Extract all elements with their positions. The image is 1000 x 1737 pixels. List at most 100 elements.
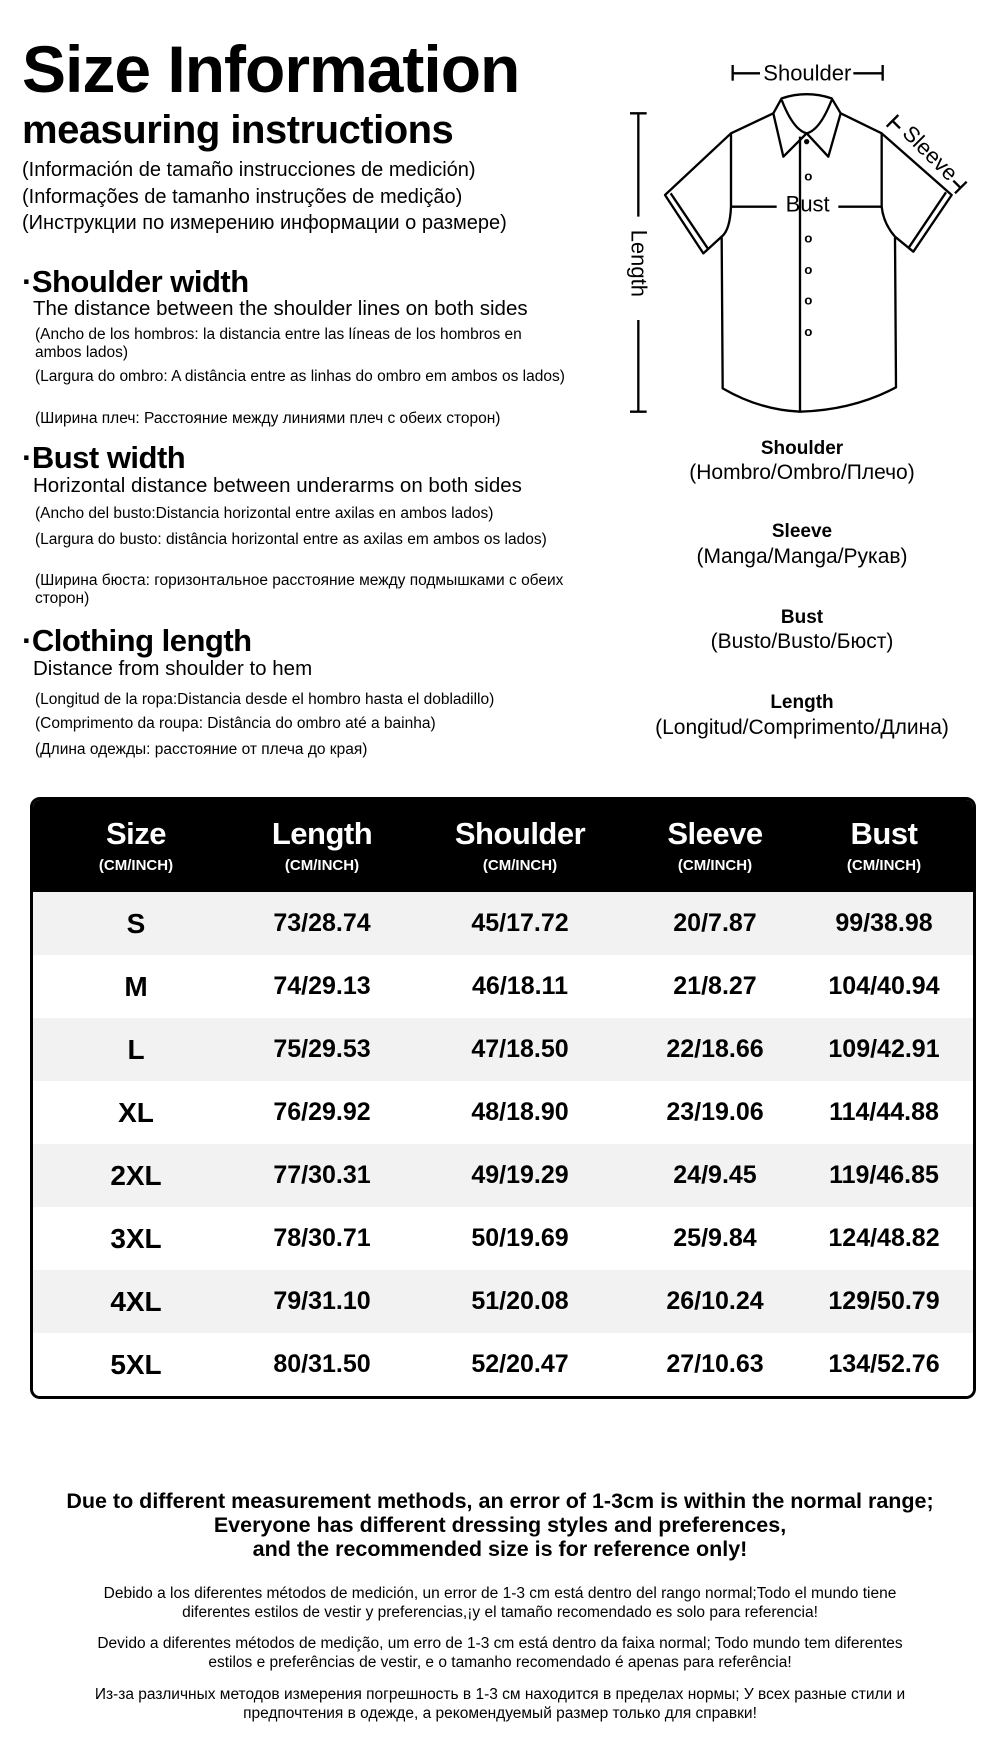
section-trans-shoulder-pt: (Largura do ombro: A distância entre as … — [35, 368, 565, 385]
measurement-cell: 134/52.76 — [828, 1350, 940, 1378]
section-heading-shoulder: ·Shoulder width — [22, 264, 249, 299]
measurement-cell: 104/40.94 — [828, 972, 940, 1000]
measurement-cell: 48/18.90 — [471, 1098, 569, 1126]
section-trans-length-ru: (Длина одежды: расстояние от плеча до кр… — [35, 741, 368, 758]
diagram-label-shoulder: Shoulder — [763, 61, 851, 86]
measurement-cell: 99/38.98 — [835, 909, 933, 937]
measurement-cell: 52/20.47 — [471, 1350, 569, 1378]
page-subtitle: measuring instructions — [22, 108, 454, 152]
size-cell: 3XL — [110, 1222, 162, 1254]
column-unit: (CM/INCH) — [677, 857, 753, 874]
measurement-cell: 46/18.11 — [472, 972, 568, 1000]
column-unit: (CM/INCH) — [482, 857, 558, 874]
section-trans-bust-es: (Ancho del busto:Distancia horizontal en… — [35, 505, 494, 522]
note-es: Debido a los diferentes métodos de medic… — [103, 1585, 897, 1621]
diagram-label-bust: Bust — [786, 192, 830, 217]
table-body: S 73/28.74 45/17.72 20/7.87 99/38.98 M 74/29.1… — [33, 892, 973, 1396]
table-row: 4XL 79/31.10 51/20.08 26/10.24 129/50.79 — [33, 1270, 973, 1333]
measurement-cell: 76/29.92 — [273, 1098, 371, 1126]
shirt-left-sleeve — [663, 132, 732, 255]
measurement-cell: 20/7.87 — [673, 909, 757, 937]
measurement-cell: 74/29.13 — [273, 972, 371, 1000]
column-header-sleeve: Sleeve (CM/INCH) — [635, 800, 795, 892]
section-heading-length: ·Clothing length — [22, 623, 252, 658]
size-chart-table: Size (CM/INCH) Length (CM/INCH) Shoulder (C… — [30, 797, 976, 1399]
page-title: Size Information — [22, 32, 520, 106]
diagram-label-length: Length — [627, 230, 652, 297]
section-heading-bust: ·Bust width — [22, 440, 186, 475]
measurement-cell: 80/31.50 — [273, 1350, 371, 1378]
note-pt: Devido a diferentes métodos de medição, … — [97, 1635, 903, 1671]
svg-text:o: o — [804, 231, 812, 246]
shirt-collar — [772, 93, 842, 158]
legend-translation-bust: (Busto/Busto/Бюст) — [710, 630, 894, 653]
measurement-cell: 109/42.91 — [828, 1035, 940, 1063]
measurement-cell: 25/9.84 — [673, 1224, 757, 1252]
column-label: Bust — [850, 816, 918, 851]
subtitle-translation-pt: (Informações de tamanho instruções de me… — [22, 186, 463, 208]
length-dimension-line — [630, 112, 647, 413]
column-header-length: Length (CM/INCH) — [239, 800, 405, 892]
legend-translation-length: (Longitud/Comprimento/Длина) — [655, 716, 949, 739]
size-cell: M — [124, 970, 148, 1002]
column-label: Size — [105, 816, 167, 851]
measurement-cell: 26/10.24 — [666, 1287, 764, 1315]
measurement-cell: 124/48.82 — [828, 1224, 940, 1252]
column-unit: (CM/INCH) — [284, 857, 360, 874]
section-trans-shoulder-ru: (Ширина плеч: Расстояние между линиями п… — [35, 410, 501, 427]
legend-label-sleeve: Sleeve — [771, 521, 833, 542]
column-unit: (CM/INCH) — [98, 857, 174, 874]
svg-text:o: o — [804, 262, 812, 277]
section-trans-bust-pt: (Largura do busto: distância horizontal … — [35, 531, 547, 548]
svg-text:o: o — [804, 293, 812, 308]
measurement-cell: 114/44.88 — [829, 1098, 939, 1126]
column-label: Sleeve — [667, 816, 763, 851]
measurement-cell: 73/28.74 — [273, 909, 371, 937]
shoulder-dimension-line — [731, 65, 884, 81]
section-trans-length-pt: (Comprimento da roupa: Distância do ombr… — [35, 715, 436, 732]
size-cell: 5XL — [110, 1348, 162, 1380]
collar-button-icon — [804, 139, 810, 145]
column-header-size: Size (CM/INCH) — [33, 800, 239, 892]
table-row: M 74/29.13 46/18.11 21/8.27 104/40.94 — [33, 955, 973, 1018]
measurement-cell: 77/30.31 — [273, 1161, 371, 1189]
shirt-right-sleeve — [880, 132, 953, 253]
legend-label-length: Length — [770, 692, 834, 713]
size-cell: 4XL — [110, 1285, 162, 1317]
measurement-cell: 51/20.08 — [471, 1287, 569, 1315]
measurement-cell: 50/19.69 — [471, 1224, 569, 1252]
measurement-cell: 49/19.29 — [471, 1161, 569, 1189]
size-cell: 2XL — [110, 1159, 162, 1191]
note-ru: Из-за различных методов измерения погреш… — [94, 1686, 906, 1722]
svg-text:o: o — [804, 169, 812, 184]
measurement-cell: 119/46.85 — [829, 1161, 939, 1189]
table-row: XL 76/29.92 48/18.90 23/19.06 114/44.88 — [33, 1081, 973, 1144]
note-en-line-3: and the recommended size is for referenc… — [252, 1537, 748, 1561]
column-header-shoulder: Shoulder (CM/INCH) — [405, 800, 635, 892]
measurement-cell: 27/10.63 — [666, 1350, 764, 1378]
measurement-cell: 21/8.27 — [673, 972, 757, 1000]
column-label: Length — [271, 816, 373, 851]
size-cell: S — [126, 907, 146, 939]
subtitle-translation-es: (Información de tamaño instrucciones de … — [22, 159, 476, 181]
section-desc-shoulder: The distance between the shoulder lines … — [33, 297, 528, 320]
subtitle-translation-ru: (Инструкции по измерению информации о ра… — [22, 212, 507, 234]
measurement-cell: 129/50.79 — [828, 1287, 940, 1315]
legend-translation-sleeve: (Manga/Manga/Рукав) — [696, 545, 908, 568]
legend-label-shoulder: Shoulder — [760, 438, 844, 459]
table-row: 5XL 80/31.50 52/20.47 27/10.63 134/52.76 — [33, 1333, 973, 1396]
table-header: Size (CM/INCH) Length (CM/INCH) Shoulder (C… — [33, 800, 973, 892]
section-trans-bust-ru: (Ширина бюста: горизонтальное расстояние… — [35, 572, 564, 607]
measurement-cell: 23/19.06 — [666, 1098, 764, 1126]
column-header-bust: Bust (CM/INCH) — [795, 800, 973, 892]
measurement-cell: 75/29.53 — [273, 1035, 371, 1063]
measurement-cell: 47/18.50 — [471, 1035, 569, 1063]
note-en-line-2: Everyone has different dressing styles a… — [213, 1513, 787, 1537]
measurement-cell: 22/18.66 — [666, 1035, 764, 1063]
column-label: Shoulder — [454, 816, 586, 851]
section-trans-length-es: (Longitud de la ropa:Distancia desde el … — [35, 691, 495, 708]
measurement-cell: 79/31.10 — [273, 1287, 371, 1315]
legend-translation-shoulder: (Hombro/Ombro/Плечо) — [689, 461, 915, 484]
table-row: 2XL 77/30.31 49/19.29 24/9.45 119/46.85 — [33, 1144, 973, 1207]
